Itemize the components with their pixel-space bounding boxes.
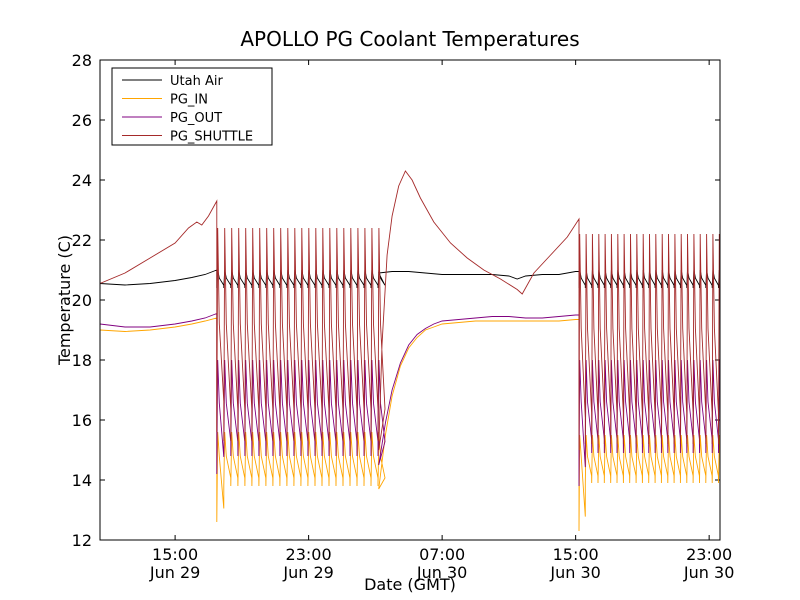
y-tick-label: 22 xyxy=(72,231,92,250)
legend-box xyxy=(111,67,273,146)
y-tick-label: 16 xyxy=(72,411,92,430)
x-tick-label-time: 15:00 xyxy=(553,545,599,564)
y-tick-label: 12 xyxy=(72,531,92,550)
x-tick-label-date: Jun 30 xyxy=(549,563,600,582)
x-tick-label-date: Jun 30 xyxy=(416,563,467,582)
y-tick-label: 24 xyxy=(72,171,92,190)
x-tick-label-time: 07:00 xyxy=(419,545,465,564)
x-tick-label-time: 15:00 xyxy=(152,545,198,564)
x-tick-label-date: Jun 30 xyxy=(683,563,734,582)
chart-title: APOLLO PG Coolant Temperatures xyxy=(240,27,579,51)
series-group xyxy=(99,59,721,541)
x-tick-label-time: 23:00 xyxy=(286,545,332,564)
y-tick-label: 18 xyxy=(72,351,92,370)
series-line-pg-shuttle xyxy=(100,170,720,451)
y-tick-label: 14 xyxy=(72,471,92,490)
plot-frame xyxy=(99,59,721,541)
y-tick-label: 28 xyxy=(72,51,92,70)
x-tick-label-date: Jun 29 xyxy=(282,563,333,582)
x-axis-label: Date (GMT) xyxy=(364,575,456,594)
legend-label: PG_OUT xyxy=(170,111,222,126)
y-tick-label: 26 xyxy=(72,111,92,130)
legend-label: PG_SHUTTLE xyxy=(170,130,253,145)
legend-label: PG_IN xyxy=(170,93,208,108)
y-tick-label: 20 xyxy=(72,291,92,310)
legend: Utah Air PG_IN PG_OUT PG_SHUTTLE xyxy=(111,67,273,146)
x-tick-label-date: Jun 29 xyxy=(149,563,200,582)
series-line-pg-in xyxy=(100,317,720,532)
y-axis-label: Temperature (C) xyxy=(55,235,74,366)
legend-label: Utah Air xyxy=(170,74,223,89)
x-tick-label-time: 23:00 xyxy=(686,545,732,564)
